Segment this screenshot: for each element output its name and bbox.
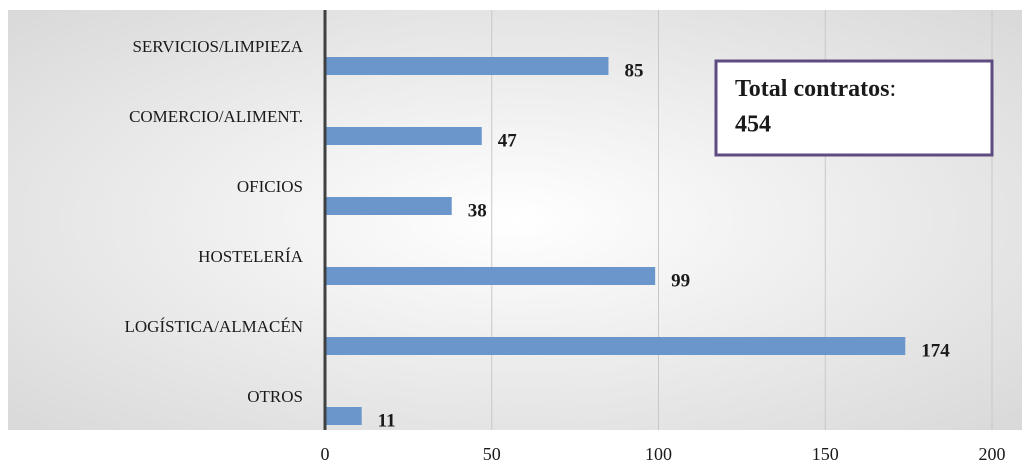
category-label: OTROS <box>247 387 303 406</box>
bar <box>325 197 452 215</box>
bar <box>325 57 609 75</box>
value-label: 47 <box>498 130 518 151</box>
marks <box>325 57 906 425</box>
x-tick-label: 150 <box>812 444 839 464</box>
annotation-text: Total contratos: <box>735 76 896 102</box>
value-label: 11 <box>378 410 396 431</box>
annotation-box <box>714 59 994 157</box>
x-tick-label: 50 <box>483 444 501 464</box>
value-label: 99 <box>671 270 690 291</box>
value-label: 174 <box>921 340 950 361</box>
bar <box>325 267 656 285</box>
bar <box>325 127 482 145</box>
category-label: LOGÍSTICA/ALMACÉN <box>125 317 304 336</box>
bar <box>325 337 906 355</box>
bar <box>325 407 362 425</box>
x-tick-label: 200 <box>979 444 1006 464</box>
annotation-value: 454 <box>735 112 771 138</box>
category-label: SERVICIOS/LIMPIEZA <box>132 37 303 56</box>
x-tick-label: 0 <box>321 444 330 464</box>
category-label: OFICIOS <box>237 177 303 196</box>
category-label: COMERCIO/ALIMENT. <box>129 107 303 126</box>
value-label: 85 <box>624 60 643 81</box>
annotation-label: Total contratos <box>735 76 889 102</box>
category-label: HOSTELERÍA <box>198 247 304 266</box>
x-tick-label: 100 <box>645 444 672 464</box>
annotation-separator: : <box>889 76 896 102</box>
value-label: 38 <box>468 200 487 221</box>
